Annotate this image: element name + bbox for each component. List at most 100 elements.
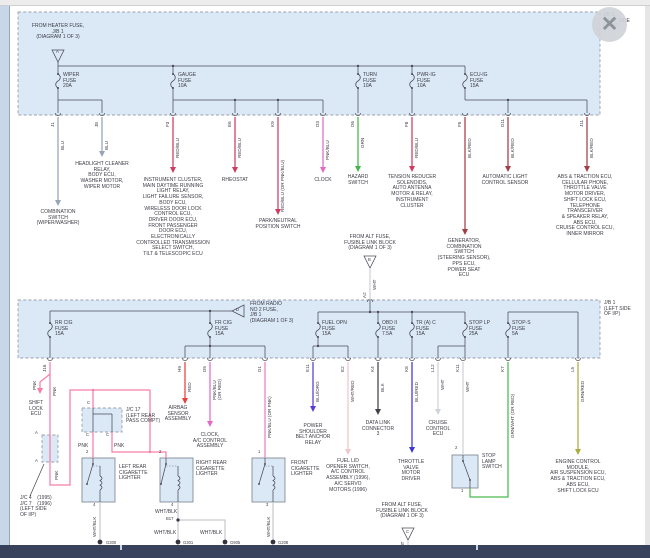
wire-label-k7: GRN/WHT (OR RED): [510, 393, 515, 438]
dest-rheostat: RHEOSTAT: [221, 177, 249, 183]
splice-b17-dot: [176, 518, 180, 522]
fuse-turn: TURN FUSE 10A: [363, 72, 377, 90]
arrow-e6: [232, 167, 238, 173]
fuse-fuel-opn: FUEL OPN FUSE 15A: [322, 320, 347, 338]
pin-jc4-bottom: A: [35, 458, 38, 463]
fuse-wiper: WIPER FUSE 20A: [63, 72, 80, 90]
window-bottom-frame[interactable]: [0, 545, 650, 558]
arrow-k4: [375, 409, 381, 415]
wire-label-pnk-left: PNK: [78, 443, 89, 449]
stop-lamp-switch-box: [451, 454, 479, 489]
dest-headlight-cleaner: HEADLIGHT CLEANER RELAY, BODY ECU, WASHE…: [75, 161, 129, 190]
arrow-h9: [182, 398, 188, 404]
arrow-e2: [345, 449, 351, 455]
fuse-gauge: GAUGE FUSE 10A: [178, 72, 197, 90]
fuse-stop-s: STOP-S FUSE 5A: [512, 320, 531, 338]
wire-wht-feeds: [369, 268, 464, 545]
pin-e11: E11: [305, 364, 310, 372]
jb1-bus-wiring: [57, 62, 588, 113]
frame-tick-right: [476, 545, 478, 550]
junction-dots: [171, 64, 510, 348]
left-rear-lighter-box: [81, 457, 116, 503]
arrow-j8: [99, 151, 105, 157]
pin-l5: L5: [570, 366, 575, 372]
wire-label-j16: PNK: [52, 386, 57, 396]
dest-auto-light-sensor: AUTOMATIC LIGHT CONTROL SENSOR: [481, 174, 529, 186]
pin-k11: K11: [455, 364, 460, 372]
pin-lr-top: 2: [86, 449, 89, 454]
splice-b17-label: B17: [166, 516, 174, 521]
wire-label-pnk-right: PNK: [114, 443, 125, 449]
pin-jc4-top: A: [35, 430, 38, 435]
ground-g905-label: G905: [230, 540, 241, 545]
wire-label-f5: BLK/RED: [467, 138, 472, 158]
ground-g208-icon: [270, 539, 276, 545]
wire-label-l12: WHT: [440, 379, 445, 390]
arrow-l12: [435, 409, 441, 415]
triangle-d-letter: D: [236, 307, 240, 312]
arrow-f3: [170, 167, 176, 173]
front-lighter-box: [251, 457, 286, 503]
fuse-ecu-ig: ECU-IG FUSE 15A: [470, 72, 488, 90]
fuse-symbols: [47, 73, 511, 338]
wire-redblu: [172, 117, 413, 167]
pin-rr-top: 2: [159, 449, 162, 454]
pin-f3: F3: [165, 121, 170, 127]
close-button[interactable]: ✕: [592, 7, 627, 42]
triangle-connector-d: [231, 304, 245, 318]
pin-j11: J11: [579, 119, 584, 127]
ground-g905-icon: [222, 539, 228, 545]
ground-g301-icon: [175, 539, 181, 545]
triangle-b-letter: B: [368, 257, 371, 262]
arrow-shift-lock: [37, 388, 43, 394]
fuse-trac: TR (A) C FUSE 15A: [416, 320, 436, 338]
triangle-connector-a: [51, 49, 65, 63]
arrow-j11: [584, 166, 590, 172]
jb2-exit-connectors: [47, 299, 581, 361]
wire-label-f8: RED/BLU: [414, 138, 419, 158]
ground-g300-icon: [97, 539, 103, 545]
arrow-f5: [462, 229, 468, 235]
dest-throttle-valve: THROTTLE VALVE MOTOR DRIVER: [397, 459, 425, 483]
wire-label-d6: GRN: [360, 137, 365, 148]
wire-grounds: [99, 502, 274, 540]
pin-d3: D3: [315, 121, 320, 127]
pin-d5: D5: [202, 366, 207, 372]
pin-k4: K4: [370, 366, 375, 372]
pnk-junction-dots: [91, 388, 152, 454]
fuse-rr-cig: RR CIG FUSE 15A: [55, 320, 73, 338]
wire-label-shift-pnk: PNK: [32, 380, 37, 390]
arrow-f8: [409, 166, 415, 172]
comp-jc4-jc7: J/C 4 (1995) J/C 7 (1996) (LEFT SIDE OF …: [20, 495, 52, 519]
pin-d1: D1: [257, 366, 262, 372]
comp-left-rear-lighter: LEFT REAR CIGARETTE LIGHTER: [119, 464, 148, 482]
arrow-d5: [207, 421, 213, 427]
dest-hazard-switch: HAZARD SWITCH: [347, 174, 369, 186]
pin-l12: L12: [430, 364, 435, 372]
right-rear-lighter-box: [159, 457, 194, 503]
close-icon: ✕: [600, 13, 619, 36]
component-internals: [29, 408, 471, 502]
wire-label-whtblk-lr: WHT/BLK: [92, 516, 97, 537]
jb1-box: [17, 11, 601, 116]
comp-front-lighter: FRONT CIGARETTE LIGHTER: [291, 460, 320, 478]
fuse-terminal-dots: [48, 72, 510, 339]
dest-cruise-control: CRUISE CONTROL ECU: [425, 420, 451, 438]
wire-label-d3: PNK/BLU: [325, 140, 330, 160]
triangle-c-letter: C: [406, 529, 410, 534]
arrow-d11: [505, 166, 511, 172]
dest-park-neutral: PARK/NEUTRAL POSITION SWITCH: [255, 218, 301, 230]
wire-label-j8: BLU: [104, 141, 109, 150]
comp-stop-lamp-switch: STOP LAMP SWITCH: [482, 453, 502, 471]
comp-right-rear-lighter: RIGHT REAR CIGARETTE LIGHTER: [196, 460, 227, 478]
wire-label-e6: RED/BLU: [237, 138, 242, 158]
wire-label-a2-wht: WHT: [372, 279, 377, 290]
internal-contact-dots: [86, 460, 471, 485]
wire-label-k8: BLU/RED: [414, 382, 419, 402]
source-heater-label: FROM HEATER FUSE, J/B 1 (DIAGRAM 1 OF 3): [31, 23, 85, 41]
window-top-border: [0, 0, 650, 6]
wire-label-k11: WHT: [465, 381, 470, 392]
pin-a2: A2: [362, 292, 367, 298]
